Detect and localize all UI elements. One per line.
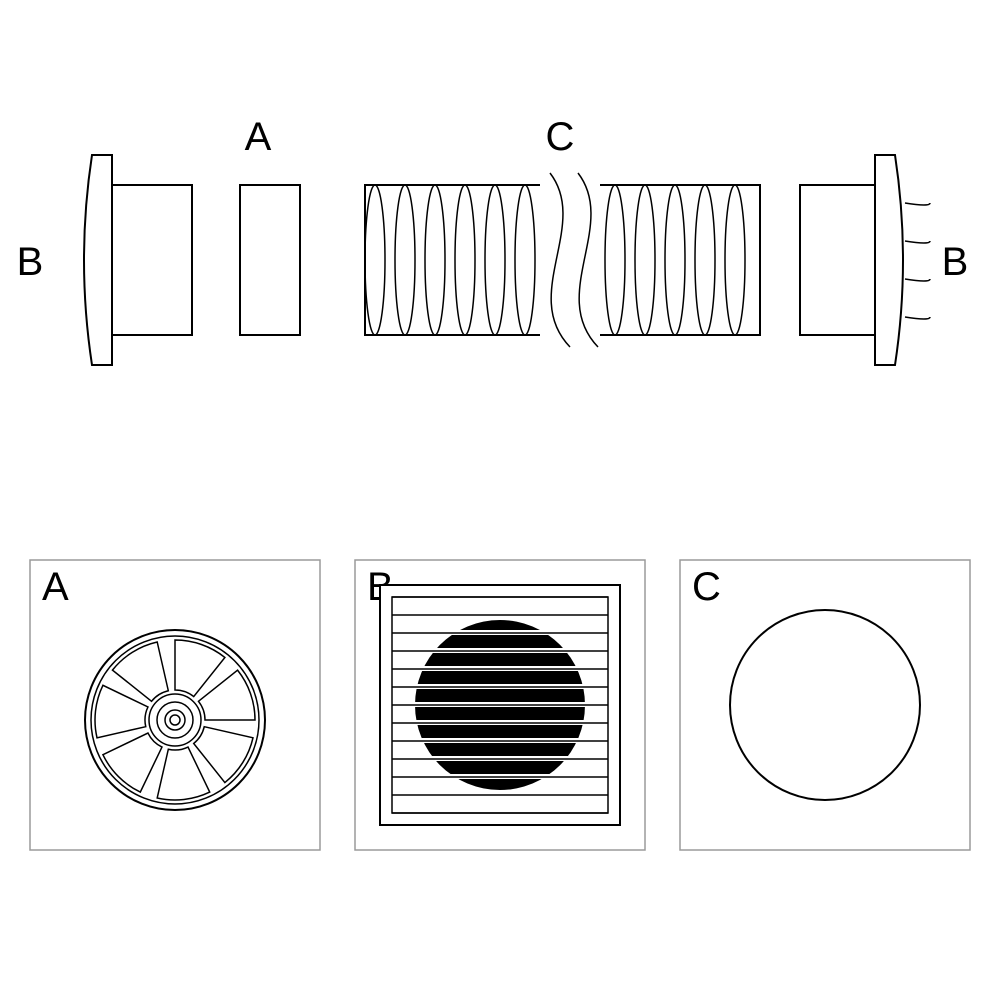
label-B-left: B — [17, 240, 44, 284]
label-C-top: C — [546, 115, 575, 159]
right-grille-tube — [800, 185, 875, 335]
box-A-label: A — [42, 565, 69, 609]
box-C-label: C — [692, 565, 721, 609]
mount-tab — [905, 279, 930, 281]
assembly-diagram: BACBABC — [0, 0, 1000, 1000]
mount-tab — [905, 241, 930, 243]
left-grille-tube — [112, 185, 192, 335]
panel-A-fan — [85, 630, 265, 810]
fan-unit-side — [240, 185, 300, 335]
panel-B-grille — [380, 585, 620, 825]
flex-duct — [365, 173, 760, 347]
panel-C-circle — [730, 610, 920, 800]
label-A-top: A — [245, 115, 272, 159]
left-grille-plate — [84, 155, 112, 365]
label-B-right: B — [942, 240, 969, 284]
mount-tab — [905, 317, 930, 319]
right-grille-plate — [875, 155, 903, 365]
mount-tab — [905, 203, 930, 205]
